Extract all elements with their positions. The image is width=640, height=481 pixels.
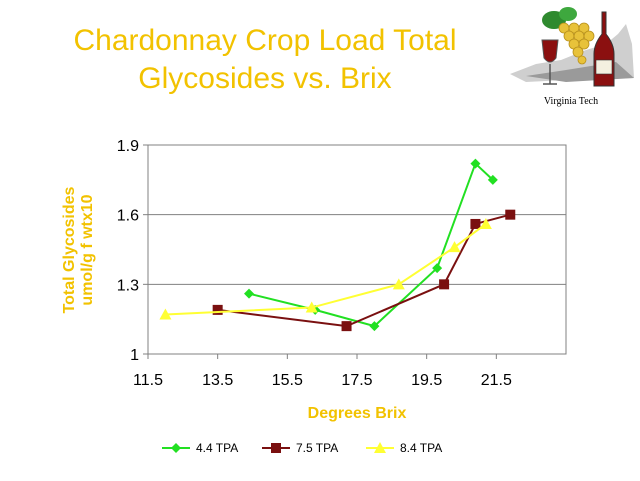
x-tick-label: 11.5: [133, 372, 163, 389]
legend-item: 8.4 TPA: [366, 441, 442, 455]
legend-swatch-marker: [374, 442, 386, 453]
data-point: [305, 301, 318, 313]
legend-item: 7.5 TPA: [262, 441, 338, 455]
logo-caption: Virginia Tech: [543, 96, 599, 107]
y-axis-title-line-2: umol/g f wtx10: [79, 194, 96, 305]
gridlines: [148, 214, 566, 285]
data-point: [212, 304, 223, 315]
data-point: [505, 209, 516, 220]
legend-label: 7.5 TPA: [296, 441, 338, 455]
virginia-tech-logo: [510, 7, 634, 87]
data-point: [470, 158, 481, 169]
data-point: [159, 308, 172, 320]
x-tick-label: 19.5: [411, 372, 442, 389]
series-1: [244, 158, 498, 332]
series-2: [212, 209, 516, 332]
wine-glass-shape: [541, 39, 559, 63]
x-tick-label: 15.5: [272, 372, 303, 389]
series-3: [159, 217, 492, 320]
legend-swatch-marker: [171, 443, 181, 453]
legend-label: 8.4 TPA: [400, 441, 442, 455]
data-point: [432, 263, 443, 274]
y-tick-label: 1.9: [117, 138, 139, 155]
y-axis-ticks: 1 1.3 1.6 1.9: [117, 138, 148, 364]
series-lines: [159, 158, 516, 332]
x-axis-ticks: 11.5 13.5 15.5 17.5 19.5 21.5: [133, 354, 512, 389]
data-point: [470, 218, 481, 229]
leaf-shape: [559, 7, 577, 21]
chart-title-line-2: Glycosides vs. Brix: [138, 62, 392, 95]
grape-cluster-shape: [558, 22, 595, 65]
data-point: [487, 174, 498, 185]
legend-label: 4.4 TPA: [196, 441, 238, 455]
chart-title-line-1: Chardonnay Crop Load Total: [73, 24, 457, 57]
data-point: [369, 321, 380, 332]
data-point: [448, 241, 461, 253]
legend-item: 4.4 TPA: [162, 441, 238, 455]
data-point: [244, 288, 255, 299]
x-axis-title: Degrees Brix: [308, 405, 407, 422]
data-point: [392, 278, 405, 290]
data-point: [439, 279, 450, 290]
legend-swatch-marker: [271, 443, 281, 453]
data-point: [479, 217, 492, 229]
y-tick-label: 1.3: [117, 277, 139, 294]
chart-title: Chardonnay Crop Load Total Glycosides vs…: [30, 22, 500, 98]
legend: 4.4 TPA 7.5 TPA 8.4 TPA: [162, 441, 442, 455]
y-tick-label: 1.6: [117, 208, 139, 225]
x-tick-label: 13.5: [202, 372, 233, 389]
y-axis-title-line-1: Total Glycosides: [61, 186, 78, 313]
y-tick-label: 1: [130, 347, 139, 364]
y-axis-title: Total Glycosides umol/g f wtx10: [61, 186, 96, 313]
x-tick-label: 21.5: [481, 372, 512, 389]
data-point: [341, 321, 352, 332]
x-tick-label: 17.5: [341, 372, 372, 389]
